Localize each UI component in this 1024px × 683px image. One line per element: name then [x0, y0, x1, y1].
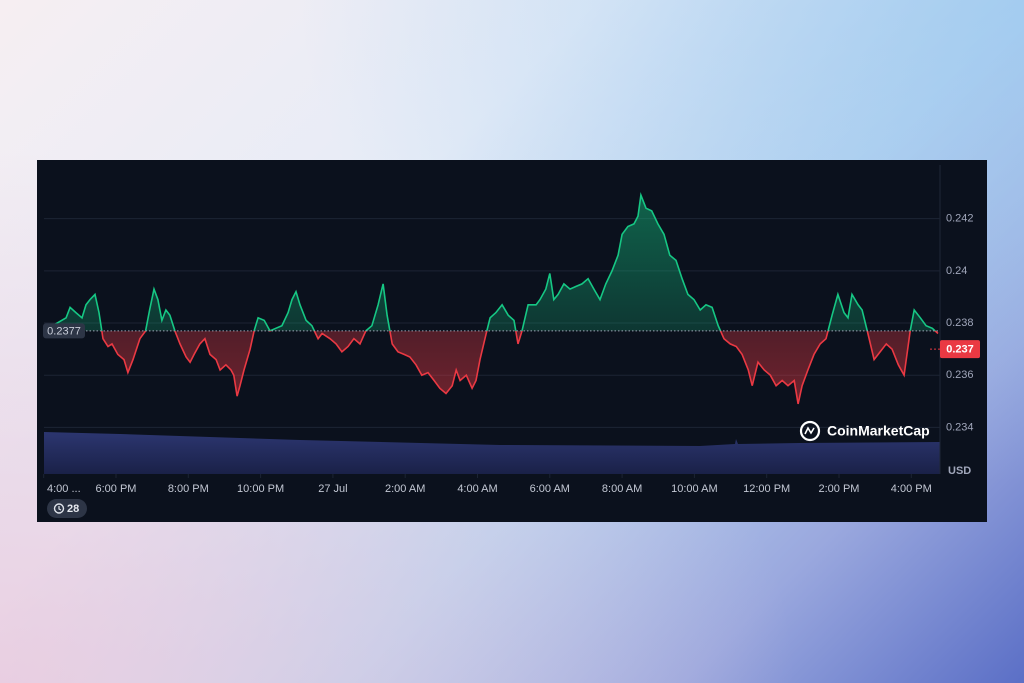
- x-tick-label: 4:00 PM: [891, 483, 932, 495]
- badge-icon: [58, 506, 62, 511]
- x-tick-label: 12:00 PM: [743, 483, 790, 495]
- y-tick-label: 0.234: [946, 421, 974, 433]
- baseline-label: 0.2377: [47, 325, 81, 337]
- x-tick-label: 10:00 AM: [671, 483, 717, 495]
- badge-count: 28: [67, 503, 79, 515]
- line-down: [43, 330, 939, 405]
- y-tick-label: 0.236: [946, 369, 974, 381]
- watermark-logo: [804, 426, 815, 435]
- last-price-label: 0.237: [946, 344, 974, 356]
- x-tick-label: 8:00 AM: [602, 483, 642, 495]
- y-tick-label: 0.24: [946, 265, 967, 277]
- y-unit: USD: [948, 465, 971, 477]
- x-tick-label: 2:00 PM: [819, 483, 860, 495]
- plot-area: [43, 192, 940, 428]
- volume-area: [44, 432, 940, 474]
- x-tick-label: 27 Jul: [318, 483, 347, 495]
- badge-icon: [53, 503, 65, 514]
- y-tick-label: 0.238: [946, 317, 974, 329]
- x-tick-label: 8:00 PM: [168, 483, 209, 495]
- x-tick-label: 6:00 AM: [530, 483, 570, 495]
- x-tick-label: 4:00 ...: [47, 483, 81, 495]
- y-tick-label: 0.242: [946, 213, 974, 225]
- watermark-logo: [799, 420, 821, 442]
- x-tick-label: 4:00 AM: [457, 483, 497, 495]
- baseline-label-bg: [43, 323, 85, 339]
- watermark-text: CoinMarketCap: [827, 423, 930, 439]
- history-badge[interactable]: 28: [47, 499, 87, 518]
- x-tick-label: 6:00 PM: [96, 483, 137, 495]
- x-tick-label: 10:00 PM: [237, 483, 284, 495]
- watermark: CoinMarketCap: [799, 420, 930, 442]
- last-price-label-bg: [940, 340, 980, 359]
- x-tick-label: 2:00 AM: [385, 483, 425, 495]
